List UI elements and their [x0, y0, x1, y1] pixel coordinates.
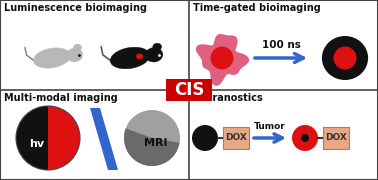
Wedge shape — [124, 128, 180, 166]
FancyBboxPatch shape — [223, 127, 249, 149]
Text: Tumor: Tumor — [254, 122, 286, 131]
Text: Theranostics: Theranostics — [193, 93, 264, 103]
Circle shape — [192, 125, 218, 151]
Text: Multi-modal imaging: Multi-modal imaging — [4, 93, 118, 103]
Text: hv: hv — [29, 139, 45, 149]
Circle shape — [301, 134, 309, 142]
Ellipse shape — [73, 44, 82, 51]
Ellipse shape — [153, 43, 162, 50]
Text: MRI: MRI — [144, 138, 168, 148]
Circle shape — [124, 110, 180, 166]
Ellipse shape — [110, 47, 150, 69]
Text: DOX: DOX — [225, 134, 247, 143]
Text: Time-gated bioimaging: Time-gated bioimaging — [193, 3, 321, 13]
Ellipse shape — [322, 36, 368, 80]
Polygon shape — [90, 108, 118, 170]
Wedge shape — [16, 106, 48, 170]
Circle shape — [333, 47, 356, 69]
FancyBboxPatch shape — [323, 127, 349, 149]
Ellipse shape — [136, 54, 143, 59]
Ellipse shape — [34, 48, 71, 68]
Wedge shape — [48, 106, 80, 170]
Polygon shape — [196, 34, 249, 86]
FancyBboxPatch shape — [166, 79, 212, 101]
Ellipse shape — [66, 48, 83, 62]
Text: 100 ns: 100 ns — [262, 40, 301, 50]
Text: DOX: DOX — [325, 134, 347, 143]
Text: CIS: CIS — [174, 81, 204, 99]
Text: Luminescence bioimaging: Luminescence bioimaging — [4, 3, 147, 13]
Circle shape — [211, 47, 234, 69]
Circle shape — [292, 125, 318, 151]
Ellipse shape — [145, 48, 163, 62]
